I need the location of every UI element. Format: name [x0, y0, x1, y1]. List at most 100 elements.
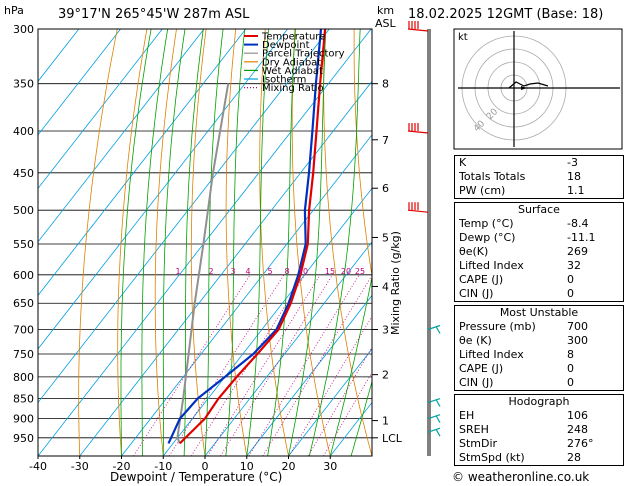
wet-adiabat: [183, 29, 204, 456]
temp-tick-label: 30: [323, 460, 337, 473]
temp-tick-label: 20: [282, 460, 296, 473]
dry-adiabat: [190, 29, 207, 456]
wind-barb: [427, 414, 441, 423]
surface-row: Lifted Index 32: [459, 259, 581, 272]
legend-label: Parcel Trajectory: [262, 49, 345, 60]
wet-adiabat: [141, 29, 169, 456]
mixing-ratio-label: 4: [245, 267, 250, 276]
pressure-tick-label: 900: [13, 413, 34, 426]
pressure-tick-label: 950: [13, 432, 34, 445]
legend-label: Mixing Ratio: [262, 83, 324, 94]
pressure-tick-label: 650: [13, 297, 34, 310]
pressure-tick-label: 850: [13, 392, 34, 405]
temp-tick-label: 0: [202, 460, 209, 473]
wet-adiabat: [120, 29, 152, 456]
isotherm: [38, 29, 288, 350]
hodograph-panel: Hodograph EH 106 SREH 248 StmDir 276° StmSp…: [454, 394, 624, 466]
wind-barb: [427, 397, 441, 407]
pressure-tick-label: 500: [13, 204, 34, 217]
isotherm: [38, 29, 205, 243]
dry-adiabat: [291, 29, 331, 456]
hodograph: kt 40 20: [453, 28, 623, 150]
footer-credit: © weatheronline.co.uk: [452, 470, 590, 484]
dry-adiabat: [154, 29, 177, 456]
isotherm: [246, 294, 372, 456]
surface-title: Surface: [518, 203, 560, 216]
hodo-row: EH 106: [459, 409, 588, 422]
temperature-line: [179, 29, 327, 445]
wind-barb: [427, 427, 441, 437]
km-tick-label: 8: [382, 78, 389, 91]
km-tick-label: 4: [382, 280, 389, 293]
mu-row: CAPE (J) 0: [459, 362, 574, 375]
mixing-ratio-label: 1: [175, 267, 180, 276]
dewpoint-line: [167, 29, 323, 444]
datetime-title: 18.02.2025 12GMT (Base: 18): [408, 7, 603, 22]
hodo-row: StmSpd (kt) 28: [459, 451, 581, 464]
isotherm: [38, 29, 163, 190]
km-tick-label: 2: [382, 369, 389, 382]
asl-label: ASL: [375, 17, 397, 30]
km-tick-label: LCL: [382, 432, 403, 445]
isotherm: [38, 29, 80, 82]
mixing-ratio-label: 20: [341, 267, 351, 276]
mixing-ratio-label: 8: [284, 267, 289, 276]
pressure-tick-label: 450: [13, 167, 34, 180]
wet-adiabat: [204, 29, 224, 456]
wet-adiabat: [267, 29, 296, 456]
km-tick-label: 5: [382, 231, 389, 244]
index-row: K -3: [459, 156, 578, 169]
surface-row: θe(K) 269: [459, 245, 588, 258]
wet-adiabat: [246, 29, 269, 456]
surface-row: CIN (J) 0: [459, 287, 574, 300]
wind-barb: [407, 123, 429, 134]
hodograph-table-title: Hodograph: [508, 395, 570, 408]
mixing-ratio-line: [133, 274, 251, 456]
wet-adiabat: [309, 29, 361, 456]
location-title: 39°17'N 265°45'W 287m ASL: [58, 7, 250, 22]
pressure-tick-label: 700: [13, 324, 34, 337]
temp-tick-label: -10: [154, 460, 172, 473]
hodo-trace: [508, 81, 549, 89]
surface-panel: Surface Temp (°C) -8.4 Dewp (°C) -11.1 θe(…: [454, 202, 624, 302]
pressure-tick-label: 800: [13, 371, 34, 384]
mixing-ratio-axis-label: Mixing Ratio (g/kg): [389, 231, 402, 335]
wet-adiabat: [329, 274, 372, 456]
mixing-ratio-line: [288, 315, 372, 456]
dry-adiabat: [353, 29, 372, 279]
surface-row: Dewp (°C) -11.1: [459, 231, 596, 244]
isotherm: [162, 187, 372, 456]
wind-barb: [427, 324, 441, 334]
parcel-trajectory: [176, 83, 230, 444]
index-row: PW (cm) 1.1: [459, 184, 585, 197]
isotherm: [38, 29, 121, 136]
mixing-ratio-line: [248, 274, 360, 456]
most-unstable-panel: Most Unstable Pressure (mb) 700 θe (K) 300…: [454, 305, 624, 391]
isotherm: [79, 80, 372, 456]
wet-adiabat: [350, 380, 372, 456]
wet-adiabat: [288, 29, 327, 456]
mixing-ratio-line: [262, 274, 372, 456]
mixing-ratio-label: 10: [298, 267, 308, 276]
x-axis-label: Dewpoint / Temperature (°C): [110, 470, 282, 484]
km-tick-label: 3: [382, 324, 389, 337]
indices-panel: K -3 Totals Totals 18 PW (cm) 1.1: [454, 155, 624, 199]
mixing-ratio-label: 3: [230, 267, 235, 276]
dry-adiabat: [78, 29, 118, 456]
mu-row: Lifted Index 8: [459, 348, 574, 361]
dry-adiabat: [225, 29, 248, 456]
legend-label: Wet Adiabat: [262, 66, 323, 77]
mu-row: θe (K) 300: [459, 334, 588, 347]
mixing-ratio-line: [190, 274, 306, 456]
hodo-row: StmDir 276°: [459, 437, 594, 450]
mixing-ratio-label: 2: [208, 267, 213, 276]
legend-label: Dry Adiabat: [262, 57, 321, 68]
most-unstable-title: Most Unstable: [499, 306, 579, 319]
mixing-ratio-label: 15: [325, 267, 335, 276]
wind-barb: [407, 21, 429, 32]
legend-label: Dewpoint: [262, 40, 310, 51]
pressure-tick-label: 550: [13, 238, 34, 251]
temp-tick-label: -20: [113, 460, 131, 473]
hodo-storm-motion: [521, 86, 527, 90]
